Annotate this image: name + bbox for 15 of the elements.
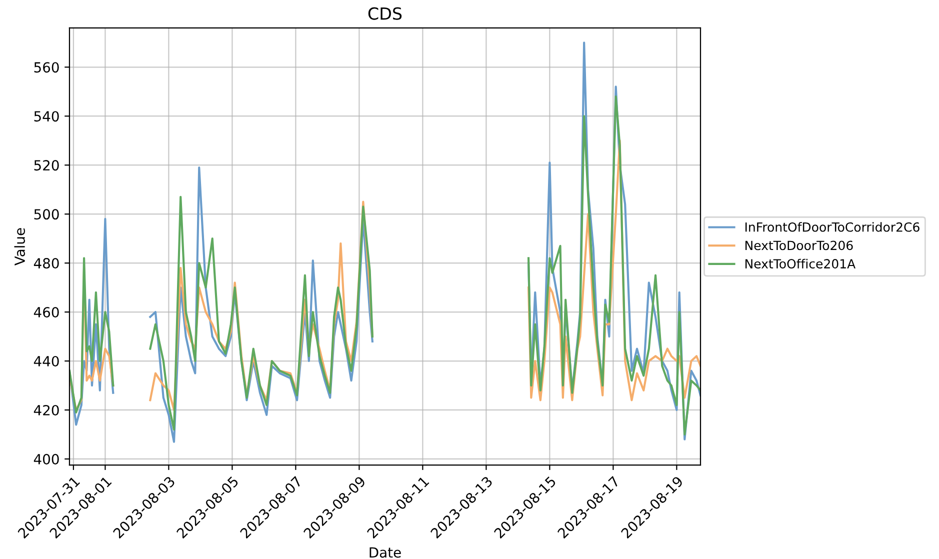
y-tick-label: 440 <box>34 356 59 366</box>
y-tick-label: 460 <box>34 306 59 318</box>
y-axis-title: Value <box>14 228 26 266</box>
y-tick-label: 540 <box>34 111 59 122</box>
legend-label: NextToOffice201A <box>745 258 856 268</box>
y-tick-label: 480 <box>34 258 59 269</box>
legend-label: InFrontOfDoorToCorridor2C6 <box>745 222 920 232</box>
legend-label: NextToDoorTo206 <box>745 240 853 250</box>
x-axis-title: Date <box>370 547 401 558</box>
chart-title: CDS <box>368 7 402 20</box>
y-tick-label: 560 <box>34 62 59 73</box>
y-tick-label: 520 <box>34 160 59 171</box>
y-tick-label: 420 <box>34 404 59 416</box>
y-tick-label: 500 <box>34 209 59 220</box>
y-tick-label: 400 <box>34 454 59 464</box>
